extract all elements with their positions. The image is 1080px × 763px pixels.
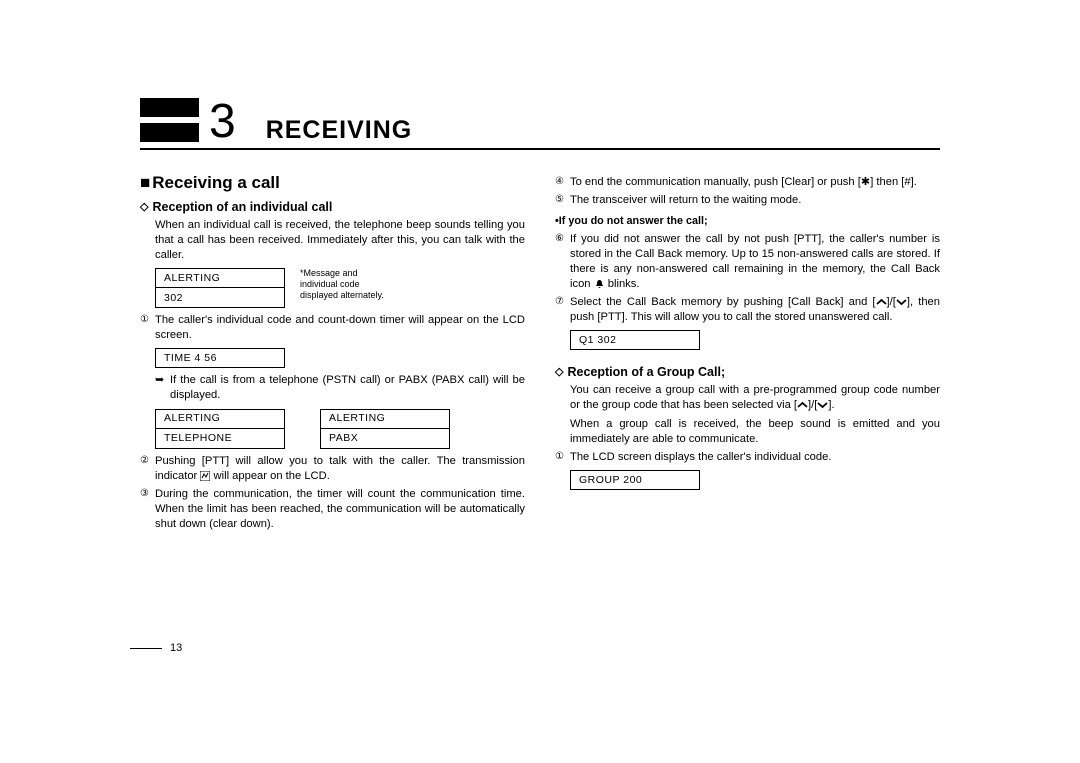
step-item: ⑥ If you did not answer the call by not …: [555, 232, 940, 292]
text-fragment: Select the Call Back memory by pushing […: [570, 296, 876, 308]
lcd-stack: ALERTING TELEPHONE: [155, 409, 285, 449]
right-column: ④ To end the communication manually, pus…: [555, 172, 940, 532]
step-item: ④ To end the communication manually, pus…: [555, 175, 940, 190]
side-note: *Message and individual code displayed a…: [300, 268, 385, 300]
lcd-cell: PABX: [320, 429, 450, 449]
text-fragment: Pushing [PTT] will allow you to talk wit…: [155, 455, 525, 482]
section-heading: ■ Receiving a call: [140, 172, 525, 195]
bold-heading: •If you do not answer the call;: [555, 214, 940, 229]
diamond-bullet-icon: ◇: [140, 200, 148, 215]
step-text: Pushing [PTT] will allow you to talk wit…: [155, 454, 525, 484]
lcd-display-row: ALERTING TELEPHONE ALERTING PABX: [155, 409, 525, 449]
arrow-bullet-icon: ➥: [155, 373, 170, 403]
note-item: ➥ If the call is from a telephone (PSTN …: [140, 373, 525, 403]
chapter-header: 3 RECEIVING: [140, 98, 940, 150]
text-fragment: ]/[: [887, 296, 896, 308]
step-item: ① The LCD screen displays the caller's i…: [555, 450, 940, 465]
header-bars-icon: [140, 98, 199, 142]
subsection-heading: ◇ Reception of a Group Call;: [555, 364, 940, 381]
paragraph: You can receive a group call with a pre-…: [555, 383, 940, 413]
square-bullet-icon: ■: [140, 172, 150, 195]
circled-number-icon: ③: [140, 487, 155, 532]
step-item: ② Pushing [PTT] will allow you to talk w…: [140, 454, 525, 484]
step-item: ① The caller's individual code and count…: [140, 313, 525, 343]
step-text: To end the communication manually, push …: [570, 175, 940, 190]
subsection-title-text: Reception of an individual call: [152, 199, 332, 216]
chapter-title: RECEIVING: [246, 118, 413, 146]
lcd-cell: TIME 4 56: [155, 348, 285, 368]
step-text: The LCD screen displays the caller's ind…: [570, 450, 940, 465]
down-chevron-icon: [896, 298, 907, 306]
callback-bell-icon: [594, 279, 605, 289]
lcd-stack: ALERTING PABX: [320, 409, 450, 449]
lcd-cell: ALERTING: [155, 268, 285, 288]
lcd-display-row: ALERTING 302 *Message and individual cod…: [155, 268, 525, 308]
text-fragment: You can receive a group call with a pre-…: [570, 384, 940, 411]
step-text: Select the Call Back memory by pushing […: [570, 295, 940, 325]
step-text: The caller's individual code and count-d…: [155, 313, 525, 343]
lcd-cell: ALERTING: [320, 409, 450, 429]
left-column: ■ Receiving a call ◇ Reception of an ind…: [140, 172, 525, 532]
step-text: The transceiver will return to the waiti…: [570, 193, 940, 208]
circled-number-icon: ⑤: [555, 193, 570, 208]
paragraph: When a group call is received, the beep …: [555, 417, 940, 447]
page-number: 13: [170, 642, 182, 654]
text-fragment: will appear on the LCD.: [214, 470, 330, 482]
column-layout: ■ Receiving a call ◇ Reception of an ind…: [140, 172, 940, 532]
step-item: ⑦ Select the Call Back memory by pushing…: [555, 295, 940, 325]
circled-number-icon: ①: [555, 450, 570, 465]
circled-number-icon: ⑥: [555, 232, 570, 292]
up-chevron-icon: [797, 401, 808, 409]
section-title-text: Receiving a call: [152, 172, 280, 195]
intro-paragraph: When an individual call is received, the…: [140, 218, 525, 263]
circled-number-icon: ④: [555, 175, 570, 190]
lcd-cell: ALERTING: [155, 409, 285, 429]
text-fragment: blinks.: [608, 278, 640, 290]
subsection-heading: ◇ Reception of an individual call: [140, 199, 525, 216]
text-fragment: ]/[: [808, 399, 817, 411]
transmit-indicator-icon: [200, 471, 210, 481]
text-fragment: ].: [828, 399, 834, 411]
down-chevron-icon: [817, 401, 828, 409]
note-text: If the call is from a telephone (PSTN ca…: [170, 373, 525, 403]
chapter-number: 3: [209, 98, 236, 146]
circled-number-icon: ①: [140, 313, 155, 343]
page-number-rule: [130, 648, 162, 649]
lcd-cell: 302: [155, 288, 285, 308]
lcd-cell: TELEPHONE: [155, 429, 285, 449]
up-chevron-icon: [876, 298, 887, 306]
subsection-title-text: Reception of a Group Call;: [567, 364, 725, 381]
step-text: If you did not answer the call by not pu…: [570, 232, 940, 292]
circled-number-icon: ②: [140, 454, 155, 484]
step-text: During the communication, the timer will…: [155, 487, 525, 532]
circled-number-icon: ⑦: [555, 295, 570, 325]
diamond-bullet-icon: ◇: [555, 365, 563, 380]
lcd-cell: GROUP 200: [570, 470, 700, 490]
step-item: ⑤ The transceiver will return to the wai…: [555, 193, 940, 208]
lcd-cell: Q1 302: [570, 330, 700, 350]
lcd-stack: ALERTING 302: [155, 268, 285, 308]
step-item: ③ During the communication, the timer wi…: [140, 487, 525, 532]
manual-page: 3 RECEIVING ■ Receiving a call ◇ Recepti…: [140, 98, 940, 532]
page-number-region: 13: [130, 642, 182, 654]
